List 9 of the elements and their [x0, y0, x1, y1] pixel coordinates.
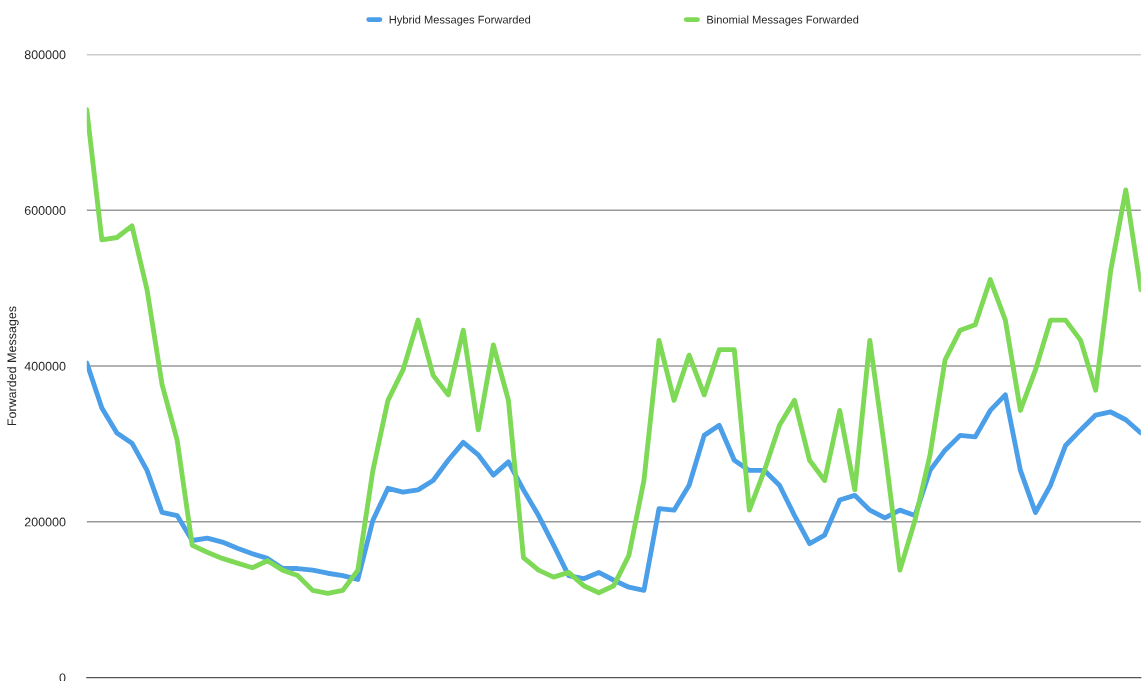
- y-axis-title: Forwarded Messages: [7, 306, 19, 426]
- y-tick-label: 400000: [24, 361, 66, 371]
- legend-label: Binomial Messages Forwarded: [707, 15, 859, 26]
- legend-label: Hybrid Messages Forwarded: [389, 15, 531, 26]
- y-tick-label: 200000: [24, 517, 66, 527]
- y-tick-label: 800000: [24, 50, 66, 60]
- line-series: [86, 360, 1141, 593]
- y-tick-label: 600000: [24, 206, 66, 215]
- line-series: [86, 107, 1141, 596]
